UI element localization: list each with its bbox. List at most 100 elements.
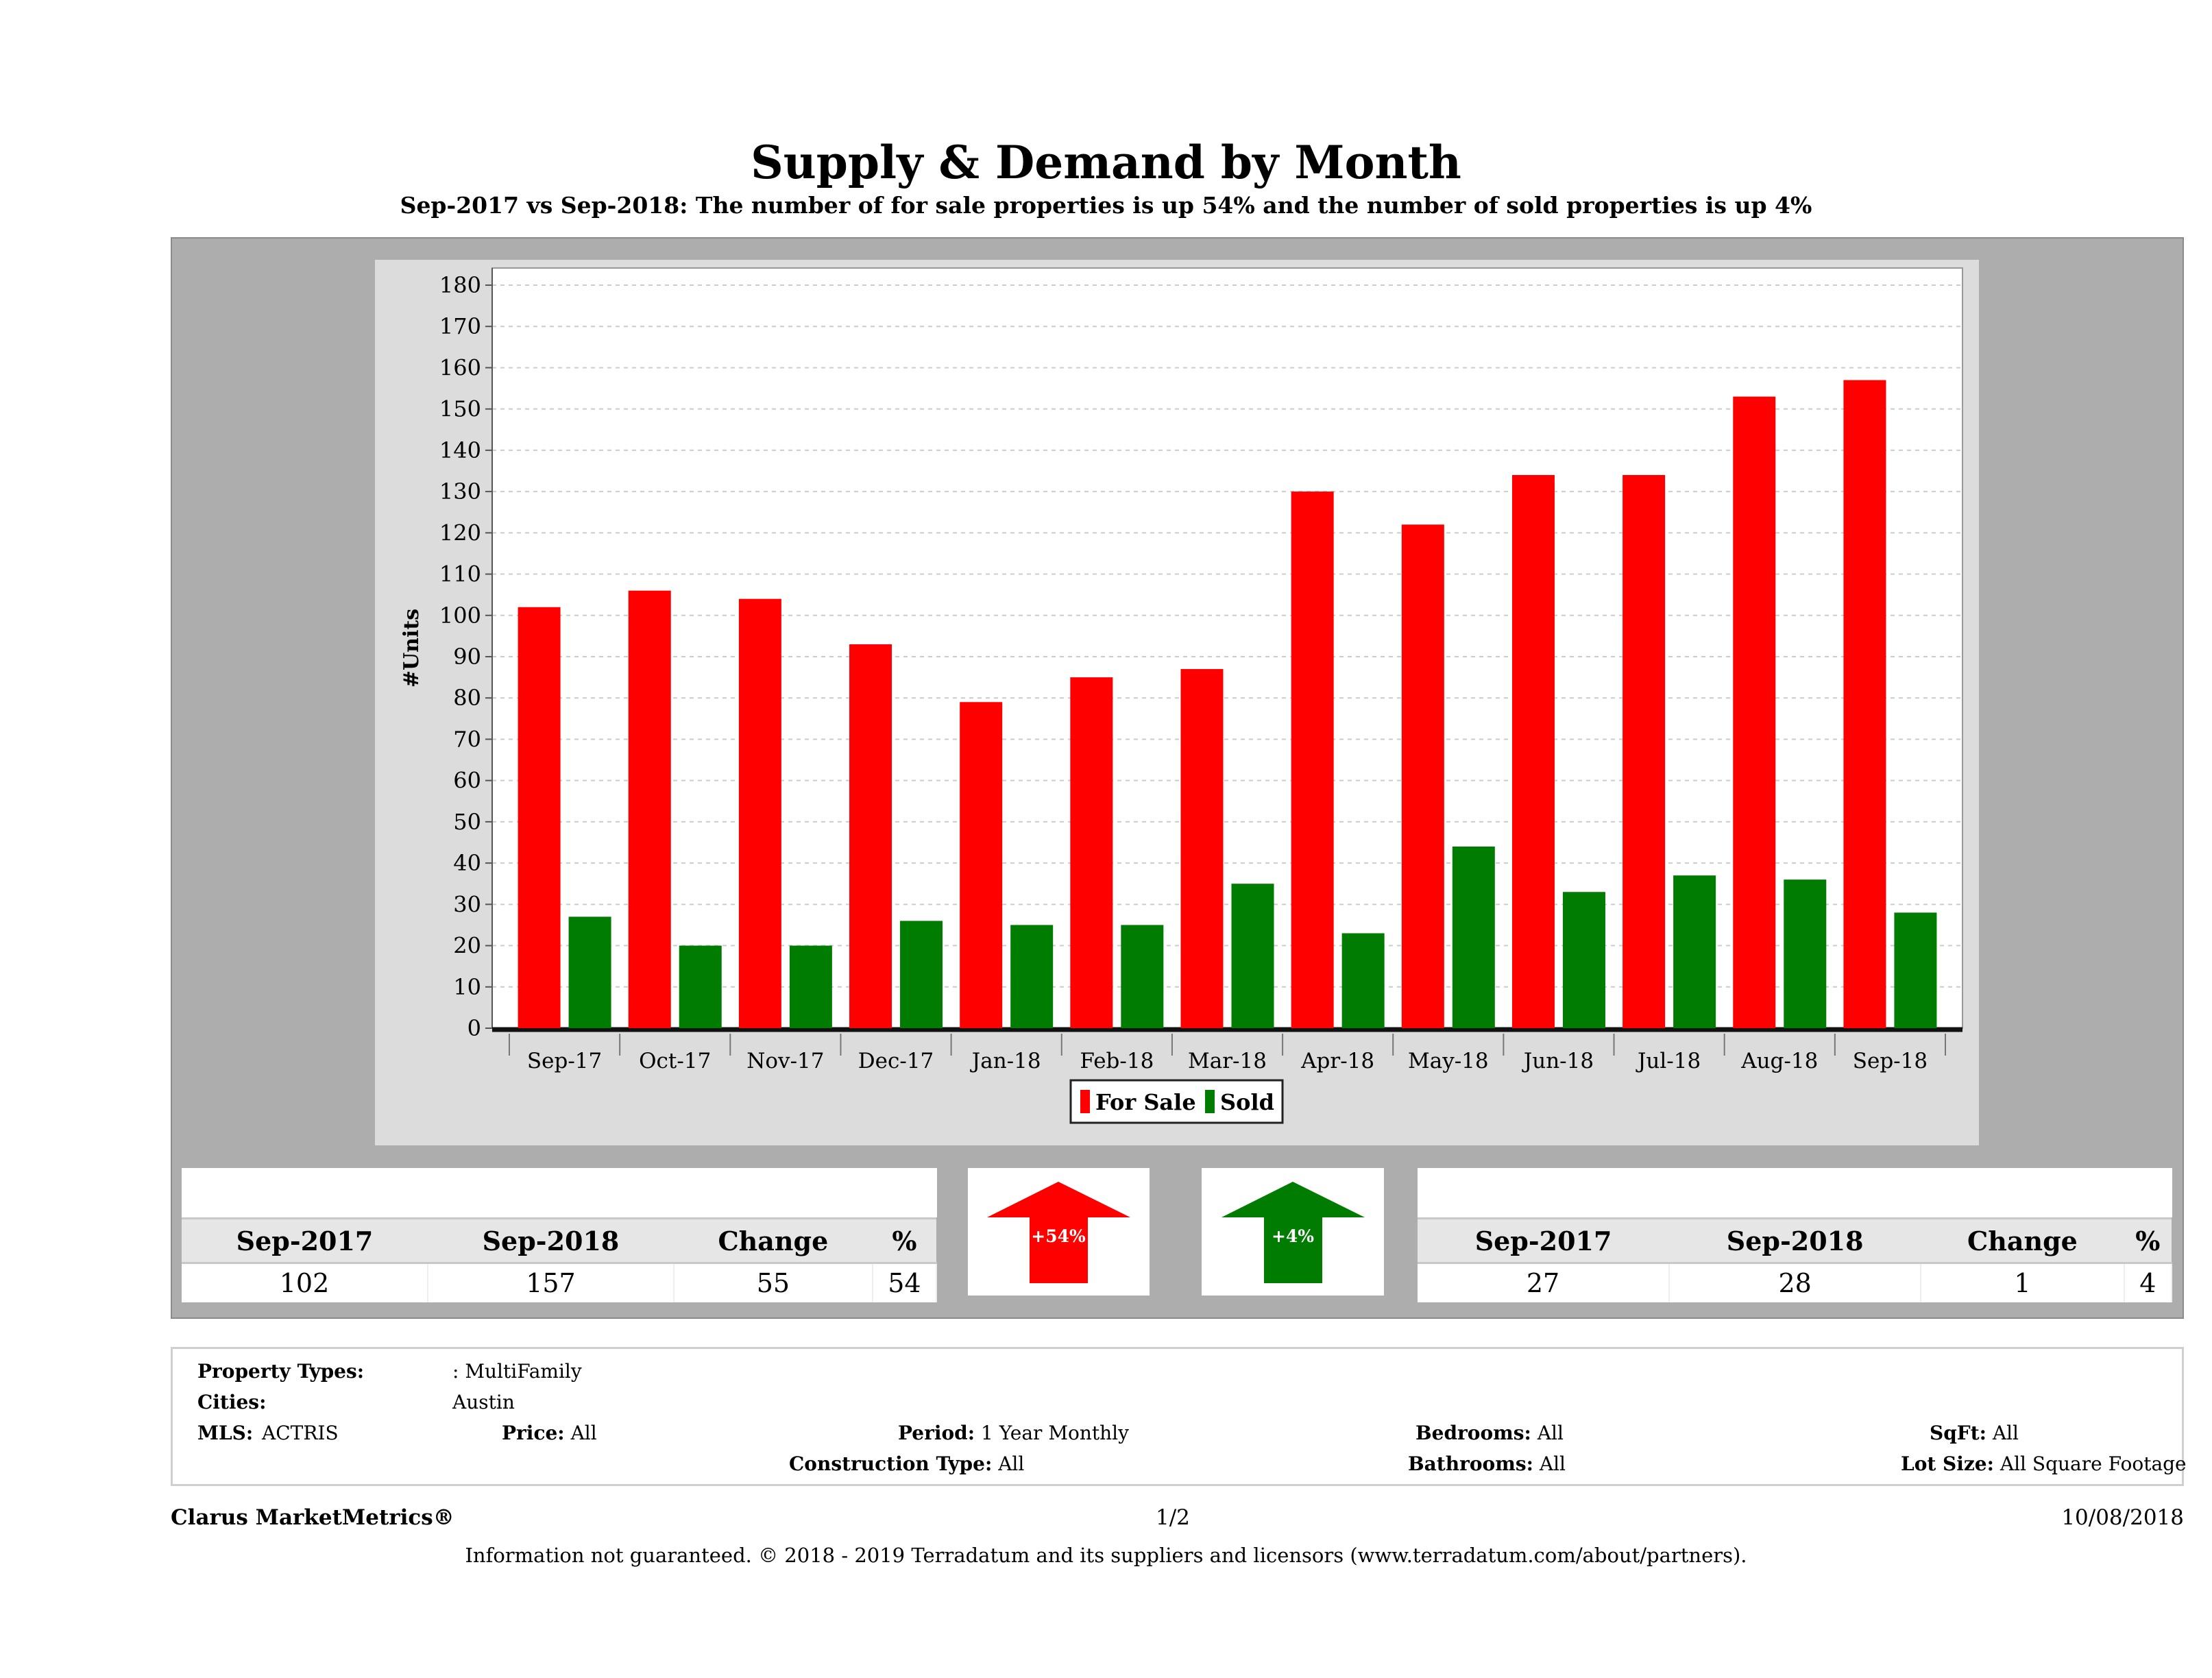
bar-sold — [1231, 884, 1274, 1028]
y-tick-label: 140 — [439, 437, 481, 463]
sold-change-badge: +4% — [1202, 1168, 1384, 1296]
construction-label: Construction Type: — [789, 1452, 993, 1475]
bar-for-sale — [849, 644, 892, 1028]
header-change: Change — [1921, 1217, 2124, 1264]
bar-chart: 0 10 20 30 40 50 60 70 80 90 100 110 120 130 140 150 160… — [400, 267, 1963, 1124]
bedrooms-label: Bedrooms: — [1415, 1422, 1531, 1444]
bar-sold — [1673, 875, 1716, 1028]
sqft-value: All — [1992, 1422, 2019, 1444]
bar-sold — [1341, 933, 1385, 1028]
bedrooms-value: All — [1537, 1422, 1564, 1444]
bar-sold — [1894, 912, 1937, 1028]
chart-subtitle: Sep-2017 vs Sep-2018: The number of for … — [400, 192, 1812, 219]
y-tick-label: 10 — [453, 974, 481, 1000]
bar-for-sale — [738, 598, 781, 1028]
header-sep-2017: Sep-2017 — [182, 1217, 428, 1264]
bar-for-sale — [1180, 669, 1224, 1028]
header-sep-2018: Sep-2018 — [427, 1217, 674, 1264]
x-tick-label: Sep-18 — [1853, 1049, 1928, 1073]
legend-swatch — [1080, 1090, 1090, 1113]
price-label: Price: — [502, 1422, 565, 1444]
up-arrow-icon: +4% — [1222, 1182, 1365, 1283]
value-change: 1 — [1921, 1263, 2125, 1302]
y-tick-label: 20 — [453, 933, 481, 959]
y-axis-label: #Units — [400, 609, 424, 688]
y-tick-label: 120 — [439, 520, 481, 546]
x-tick-label: Feb-18 — [1080, 1049, 1154, 1073]
construction-filter: Construction Type: All — [789, 1452, 1024, 1475]
value-sep-2018: 157 — [427, 1263, 674, 1302]
legend-label: For Sale — [1095, 1089, 1196, 1115]
y-tick-label: 0 — [467, 1015, 481, 1041]
sqft-filter: SqFt: All — [1930, 1422, 2019, 1444]
x-tick-label: Jan-18 — [970, 1049, 1041, 1073]
bar-for-sale — [1511, 475, 1555, 1028]
sqft-label: SqFt: — [1930, 1422, 1986, 1444]
value-sep-2017: 27 — [1418, 1263, 1670, 1302]
sold-table-top — [1418, 1168, 2172, 1217]
header-sep-2018: Sep-2018 — [1669, 1217, 1921, 1264]
y-tick-label: 50 — [453, 809, 481, 835]
period-value: 1 Year Monthly — [981, 1422, 1129, 1444]
x-tick-label: Jul-18 — [1636, 1049, 1701, 1073]
y-tick-label: 130 — [439, 478, 481, 504]
bar-for-sale — [1401, 524, 1444, 1028]
sold-summary-table: Sep-2017 Sep-2018 Change % 27 28 1 4 — [1418, 1217, 2173, 1302]
bar-sold — [1452, 847, 1495, 1028]
y-tick-label: 40 — [453, 850, 481, 876]
lot-size-filter: Lot Size: All Square Footage — [1901, 1452, 2187, 1475]
bar-sold — [1121, 925, 1164, 1028]
for-sale-summary-table: Sep-2017 Sep-2018 Change % 102 157 55 54 — [182, 1217, 938, 1302]
y-tick-label: 80 — [453, 685, 481, 711]
legend-box — [1069, 1079, 1284, 1124]
for-sale-table-top — [182, 1168, 937, 1217]
for-sale-change-label: +54% — [1031, 1226, 1086, 1246]
x-tick-label: Mar-18 — [1188, 1049, 1267, 1073]
period-label: Period: — [898, 1422, 975, 1444]
x-tick-label: Jun-18 — [1522, 1049, 1594, 1073]
bar-for-sale — [518, 607, 561, 1028]
x-tick-label: May-18 — [1408, 1049, 1489, 1073]
period-filter: Period: 1 Year Monthly — [898, 1422, 1129, 1444]
legend-swatch — [1205, 1090, 1215, 1113]
bar-for-sale — [628, 590, 671, 1028]
value-sep-2018: 28 — [1669, 1263, 1922, 1302]
header-change: Change — [673, 1217, 873, 1264]
page-number: 1/2 — [1156, 1505, 1190, 1530]
property-types-value: : MultiFamily — [452, 1360, 582, 1383]
bathrooms-filter: Bathrooms: All — [1408, 1452, 1566, 1475]
bar-sold — [568, 916, 611, 1028]
bar-sold — [1010, 925, 1054, 1028]
bar-sold — [1784, 879, 1827, 1028]
bar-sold — [789, 945, 832, 1028]
header-sep-2017: Sep-2017 — [1418, 1217, 1670, 1264]
y-tick-label: 60 — [453, 768, 481, 794]
y-tick-label: 30 — [453, 891, 481, 917]
value-sep-2017: 102 — [182, 1263, 428, 1302]
mls-value: ACTRIS — [262, 1422, 339, 1444]
cities-value: Austin — [452, 1391, 515, 1413]
bar-sold — [1562, 892, 1605, 1028]
table-row: 102 157 55 54 — [182, 1263, 938, 1302]
property-types-label: Property Types: — [197, 1360, 365, 1383]
report-date: 10/08/2018 — [2061, 1505, 2184, 1530]
construction-value: All — [998, 1452, 1025, 1475]
y-tick-label: 90 — [453, 644, 481, 670]
bar-for-sale — [960, 702, 1003, 1028]
for-sale-change-badge: +54% — [968, 1168, 1150, 1296]
table-row: 27 28 1 4 — [1418, 1263, 2173, 1302]
x-tick-label: Sep-17 — [527, 1049, 602, 1073]
x-tick-label: Oct-17 — [639, 1049, 711, 1073]
sold-change-label: +4% — [1272, 1226, 1314, 1246]
value-change: 55 — [673, 1263, 873, 1302]
mls-label: MLS: — [197, 1422, 254, 1444]
bar-for-sale — [1843, 380, 1886, 1028]
bar-sold — [900, 921, 943, 1028]
x-tick-label: Dec-17 — [858, 1049, 934, 1073]
plot-area — [491, 267, 1963, 1029]
lot-size-value: All Square Footage — [2000, 1452, 2187, 1475]
y-tick-label: 100 — [439, 603, 481, 629]
bedrooms-filter: Bedrooms: All — [1415, 1422, 1564, 1444]
y-tick-label: 160 — [439, 354, 481, 380]
x-tick-label: Aug-18 — [1740, 1049, 1818, 1073]
